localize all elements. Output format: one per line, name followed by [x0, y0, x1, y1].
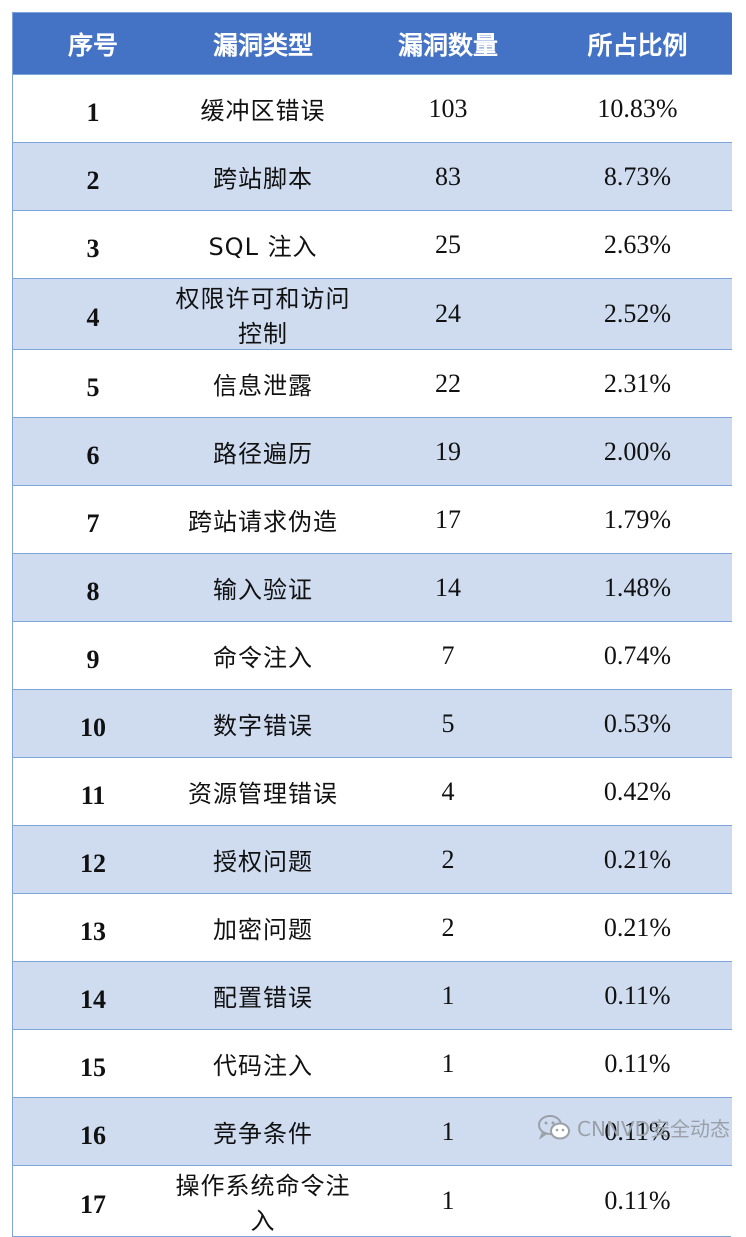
watermark-text: CNNVD安全动态	[577, 1117, 730, 1141]
cell-percent: 0.11%	[543, 1029, 732, 1098]
table-row: 11 资源管理错误 4 0.42%	[13, 757, 732, 826]
cell-percent: 10.83%	[543, 74, 732, 143]
table-row: 8 输入验证 14 1.48%	[13, 553, 732, 622]
cell-count: 7	[353, 621, 543, 690]
cell-index: 4	[13, 278, 173, 350]
table-row: 5 信息泄露 22 2.31%	[13, 349, 732, 418]
cell-index: 16	[13, 1097, 173, 1166]
cell-type: 权限许可和访问控制	[173, 278, 353, 350]
cell-index: 2	[13, 142, 173, 211]
cell-index: 15	[13, 1029, 173, 1098]
table-row: 16 竞争条件 1 0.11%	[13, 1097, 732, 1166]
cell-type: 数字错误	[173, 689, 353, 758]
table-row: 1 缓冲区错误 103 10.83%	[13, 74, 732, 143]
cell-index: 5	[13, 349, 173, 418]
table-row: 12 授权问题 2 0.21%	[13, 825, 732, 894]
cell-type: 输入验证	[173, 553, 353, 622]
cell-count: 22	[353, 349, 543, 418]
table-row: 9 命令注入 7 0.74%	[13, 621, 732, 690]
cell-count: 5	[353, 689, 543, 758]
cell-index: 13	[13, 893, 173, 962]
cell-percent: 2.63%	[543, 210, 732, 279]
cell-type: 代码注入	[173, 1029, 353, 1098]
cell-type: 资源管理错误	[173, 757, 353, 826]
header-percent: 所占比例	[543, 13, 732, 75]
header-count: 漏洞数量	[353, 13, 543, 75]
cell-percent: 0.21%	[543, 893, 732, 962]
cell-percent: 1.79%	[543, 485, 732, 554]
cell-percent: 2.52%	[543, 278, 732, 350]
table-row: 2 跨站脚本 83 8.73%	[13, 142, 732, 211]
cell-count: 19	[353, 417, 543, 486]
cell-percent: 1.48%	[543, 553, 732, 622]
cell-index: 7	[13, 485, 173, 554]
cell-count: 24	[353, 278, 543, 350]
cell-count: 1	[353, 961, 543, 1030]
cell-index: 8	[13, 553, 173, 622]
cell-index: 11	[13, 757, 173, 826]
cell-type: 跨站请求伪造	[173, 485, 353, 554]
cell-index: 10	[13, 689, 173, 758]
cell-count: 14	[353, 553, 543, 622]
cell-index: 9	[13, 621, 173, 690]
table-row: 17 操作系统命令注入 1 0.11%	[13, 1165, 732, 1236]
table-row: 10 数字错误 5 0.53%	[13, 689, 732, 758]
cell-percent: 2.00%	[543, 417, 732, 486]
cell-type: 跨站脚本	[173, 142, 353, 211]
table-row: 14 配置错误 1 0.11%	[13, 961, 732, 1030]
cell-count: 1	[353, 1165, 543, 1236]
cell-index: 6	[13, 417, 173, 486]
cell-percent: 0.11%	[543, 1097, 732, 1166]
header-row: 序号 漏洞类型 漏洞数量 所占比例	[13, 13, 732, 75]
cell-count: 4	[353, 757, 543, 826]
cell-type: 路径遍历	[173, 417, 353, 486]
table-row: 4 权限许可和访问控制 24 2.52%	[13, 278, 732, 350]
cell-type: 缓冲区错误	[173, 74, 353, 143]
cell-index: 1	[13, 74, 173, 143]
vulnerability-table: 序号 漏洞类型 漏洞数量 所占比例 1 缓冲区错误 103 10.83% 2 跨站脚本 83…	[13, 13, 732, 1236]
cell-count: 103	[353, 74, 543, 143]
cell-type: SQL 注入	[173, 210, 353, 279]
table-row: 3 SQL 注入 25 2.63%	[13, 210, 732, 279]
cell-percent: 2.31%	[543, 349, 732, 418]
table-row: 7 跨站请求伪造 17 1.79%	[13, 485, 732, 554]
table-header: 序号 漏洞类型 漏洞数量 所占比例	[13, 13, 732, 75]
cell-percent: 0.42%	[543, 757, 732, 826]
header-index: 序号	[13, 13, 173, 75]
cell-count: 1	[353, 1097, 543, 1166]
cell-type: 加密问题	[173, 893, 353, 962]
cell-index: 12	[13, 825, 173, 894]
table-body: 1 缓冲区错误 103 10.83% 2 跨站脚本 83 8.73% 3 SQL 注入 25 2.63…	[13, 74, 732, 1236]
cell-type: 配置错误	[173, 961, 353, 1030]
vulnerability-table-container: 序号 漏洞类型 漏洞数量 所占比例 1 缓冲区错误 103 10.83% 2 跨站脚本 83…	[12, 12, 732, 1237]
cell-type: 竞争条件	[173, 1097, 353, 1166]
table-row: 15 代码注入 1 0.11%	[13, 1029, 732, 1098]
cell-count: 25	[353, 210, 543, 279]
cell-type: 命令注入	[173, 621, 353, 690]
cell-count: 2	[353, 893, 543, 962]
cell-index: 3	[13, 210, 173, 279]
cell-count: 17	[353, 485, 543, 554]
cell-type: 信息泄露	[173, 349, 353, 418]
cell-percent: 0.53%	[543, 689, 732, 758]
cell-percent: 0.11%	[543, 961, 732, 1030]
cell-percent: 0.11%	[543, 1165, 732, 1236]
cell-index: 17	[13, 1165, 173, 1236]
cell-index: 14	[13, 961, 173, 1030]
cell-percent: 0.74%	[543, 621, 732, 690]
table-row: 13 加密问题 2 0.21%	[13, 893, 732, 962]
table-row: 6 路径遍历 19 2.00%	[13, 417, 732, 486]
cell-percent: 0.21%	[543, 825, 732, 894]
cell-type: 操作系统命令注入	[173, 1165, 353, 1236]
cell-count: 2	[353, 825, 543, 894]
header-type: 漏洞类型	[173, 13, 353, 75]
wechat-icon	[538, 1114, 571, 1140]
cell-percent: 8.73%	[543, 142, 732, 211]
watermark: CNNVD安全动态	[537, 1113, 730, 1142]
cell-count: 1	[353, 1029, 543, 1098]
cell-count: 83	[353, 142, 543, 211]
cell-type: 授权问题	[173, 825, 353, 894]
